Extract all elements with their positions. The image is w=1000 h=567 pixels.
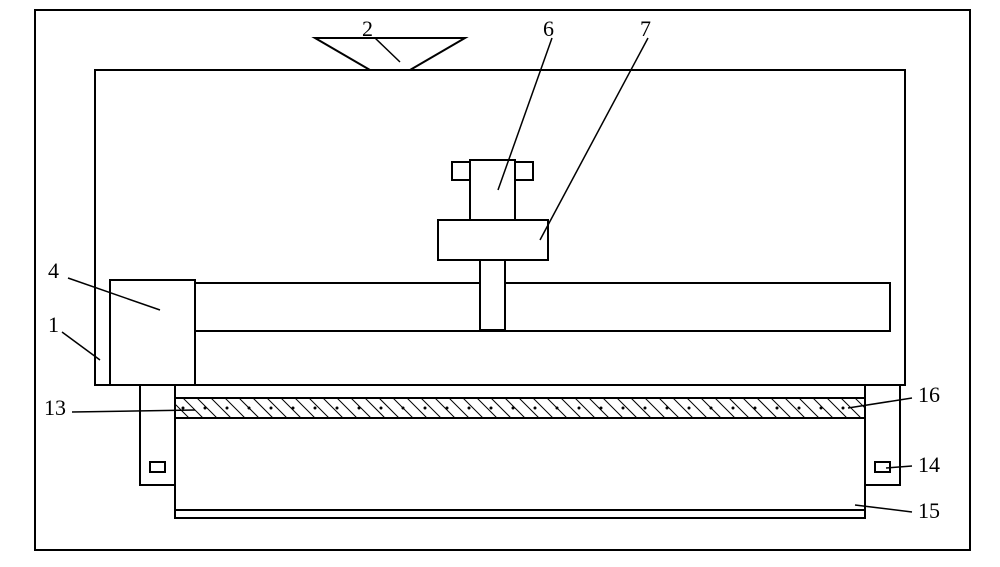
label-14: 14	[918, 452, 940, 478]
label-2: 2	[362, 16, 373, 42]
label-1: 1	[48, 312, 59, 338]
label-7: 7	[640, 16, 651, 42]
label-13: 13	[44, 395, 66, 421]
label-15: 15	[918, 498, 940, 524]
label-16: 16	[918, 382, 940, 408]
label-4: 4	[48, 258, 59, 284]
diagram-svg	[0, 0, 1000, 567]
label-6: 6	[543, 16, 554, 42]
